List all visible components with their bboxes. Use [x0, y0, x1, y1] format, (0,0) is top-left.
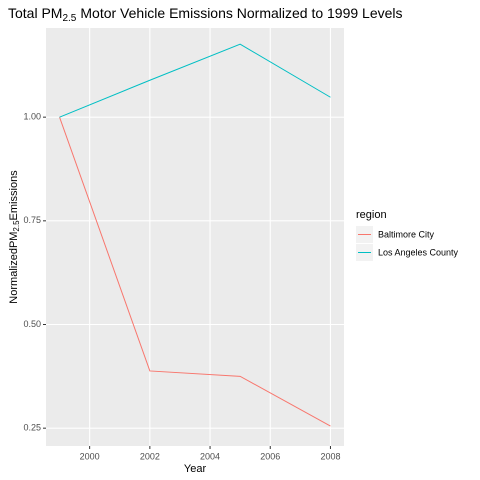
- y-axis-label: NormalizedPM2.5Emissions: [8, 170, 21, 304]
- y-tick-label: 0.50: [23, 319, 41, 329]
- x-tick-label: 2008: [320, 451, 340, 461]
- x-tick-label: 2004: [200, 451, 220, 461]
- series-line: [59, 116, 331, 427]
- legend-title: region: [356, 209, 387, 221]
- legend-label: Baltimore City: [378, 229, 435, 239]
- x-tick-label: 2000: [80, 451, 100, 461]
- chart-title: Total PM2.5 Motor Vehicle Emissions Norma…: [8, 5, 403, 24]
- y-tick-label: 1.00: [23, 112, 41, 122]
- x-tick-label: 2006: [260, 451, 280, 461]
- x-tick-label: 2002: [140, 451, 160, 461]
- y-tick-label: 0.25: [23, 423, 41, 433]
- plot-panel: [46, 28, 344, 446]
- y-tick-label: 0.75: [23, 215, 41, 225]
- x-axis-label: Year: [184, 463, 207, 475]
- legend-label: Los Angeles County: [378, 247, 459, 257]
- series-line: [59, 43, 331, 118]
